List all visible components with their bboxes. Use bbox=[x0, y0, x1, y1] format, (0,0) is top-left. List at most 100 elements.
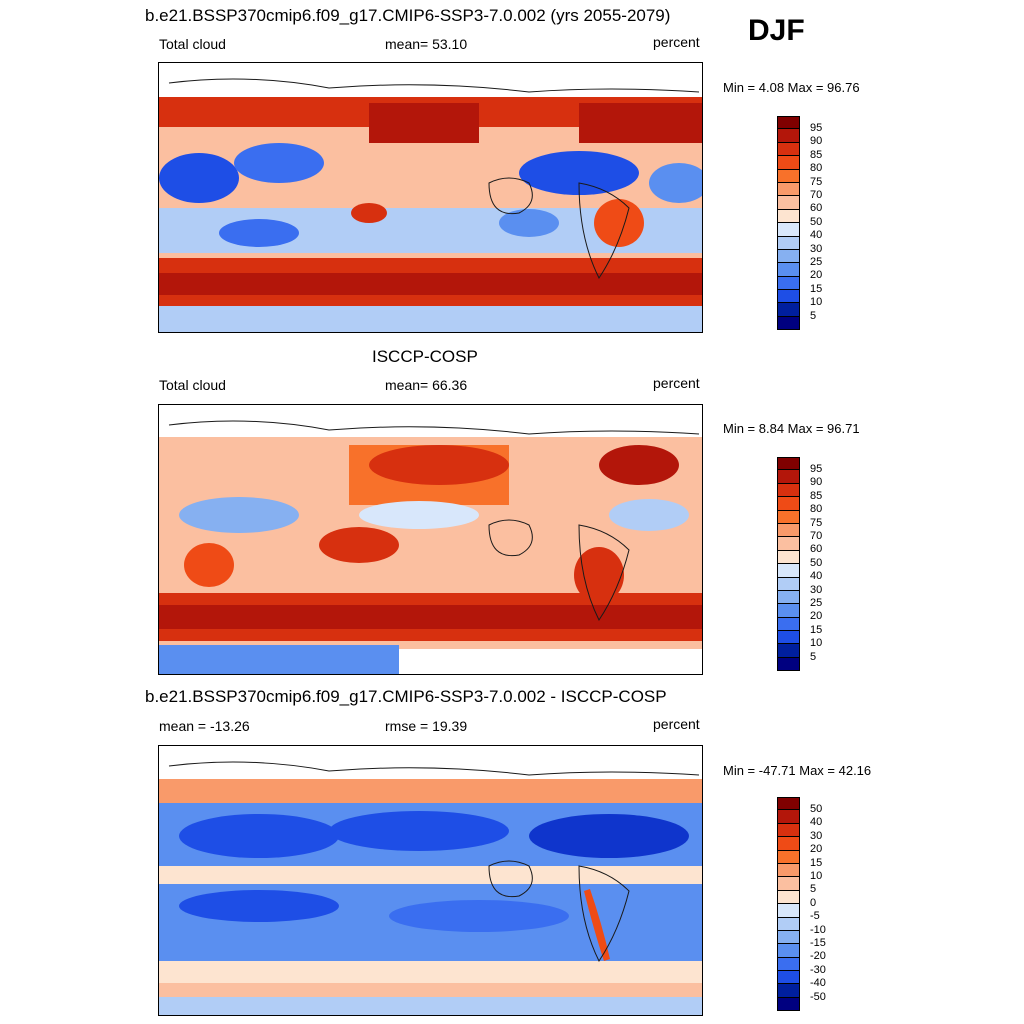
colorbar-swatch bbox=[777, 617, 800, 632]
colorbar-swatch bbox=[777, 604, 800, 618]
panel-3-map bbox=[158, 745, 703, 1016]
colorbar-tick-label: -30 bbox=[810, 963, 826, 976]
colorbar-swatch bbox=[777, 497, 800, 511]
panel-1-units-label: percent bbox=[653, 34, 700, 50]
colorbar-tick-label: 95 bbox=[810, 463, 823, 475]
colorbar-tick-label: -50 bbox=[810, 990, 826, 1003]
colorbar-swatch bbox=[777, 263, 800, 277]
panel-2-variable-label: Total cloud bbox=[159, 377, 226, 393]
colorbar-tick-label: 10 bbox=[810, 296, 823, 309]
panel-3-minmax-label: Min = -47.71 Max = 42.16 bbox=[723, 763, 872, 778]
colorbar-swatch bbox=[777, 877, 800, 891]
colorbar-swatch bbox=[777, 209, 800, 224]
colorbar-swatch bbox=[777, 797, 800, 811]
colorbar-tick-label: 20 bbox=[810, 610, 823, 623]
panel-2-map bbox=[158, 404, 703, 675]
panel-2-title: ISCCP-COSP bbox=[372, 347, 478, 366]
colorbar-swatch bbox=[777, 917, 800, 931]
colorbar-tick-label: 15 bbox=[810, 282, 823, 295]
colorbar-swatch bbox=[777, 510, 800, 524]
panel-3-mean-label: mean = -13.26 bbox=[159, 718, 250, 734]
colorbar-swatch bbox=[777, 631, 800, 645]
colorbar-tick-label: 60 bbox=[810, 202, 823, 215]
colorbar-tick-label: 85 bbox=[810, 489, 823, 502]
colorbar-swatch bbox=[777, 236, 800, 250]
colorbar-swatch bbox=[777, 196, 800, 210]
colorbar-tick-label: 10 bbox=[810, 870, 823, 882]
panel-3-colorbar bbox=[777, 797, 800, 1012]
colorbar-tick-label: 20 bbox=[810, 843, 823, 856]
colorbar-swatch bbox=[777, 129, 800, 143]
colorbar-swatch bbox=[777, 984, 800, 998]
colorbar-tick-label: 85 bbox=[810, 148, 823, 161]
colorbar-tick-label: 0 bbox=[810, 896, 817, 909]
colorbar-swatch bbox=[777, 142, 800, 157]
colorbar-tick-label: 70 bbox=[810, 530, 823, 542]
colorbar-tick-label: 75 bbox=[810, 516, 823, 529]
colorbar-swatch bbox=[777, 971, 800, 985]
colorbar-swatch bbox=[777, 930, 800, 945]
colorbar-swatch bbox=[777, 644, 800, 658]
colorbar-swatch bbox=[777, 523, 800, 538]
colorbar-tick-label: 15 bbox=[810, 623, 823, 636]
colorbar-tick-label: 80 bbox=[810, 503, 823, 516]
colorbar-tick-label: -15 bbox=[810, 937, 826, 949]
colorbar-tick-label: 90 bbox=[810, 135, 823, 148]
panel-3-map-svg bbox=[159, 746, 702, 1015]
panel-2-colorbar bbox=[777, 457, 800, 672]
colorbar-swatch bbox=[777, 537, 800, 551]
colorbar-tick-label: 10 bbox=[810, 637, 823, 650]
colorbar-tick-label: 40 bbox=[810, 816, 823, 829]
colorbar-swatch bbox=[777, 470, 800, 484]
colorbar-swatch bbox=[777, 944, 800, 958]
colorbar-swatch bbox=[777, 823, 800, 838]
colorbar-swatch bbox=[777, 550, 800, 565]
colorbar-swatch bbox=[777, 182, 800, 197]
colorbar-tick-label: 95 bbox=[810, 122, 823, 134]
colorbar-swatch bbox=[777, 957, 800, 972]
colorbar-swatch bbox=[777, 276, 800, 291]
colorbar-swatch bbox=[777, 564, 800, 578]
panel-2-map-svg bbox=[159, 405, 702, 674]
colorbar-swatch bbox=[777, 577, 800, 591]
colorbar-tick-label: 20 bbox=[810, 269, 823, 282]
colorbar-swatch bbox=[777, 590, 800, 605]
panel-1-colorbar bbox=[777, 116, 800, 331]
colorbar-swatch bbox=[777, 457, 800, 471]
colorbar-tick-label: 30 bbox=[810, 242, 823, 255]
colorbar-tick-label: 50 bbox=[810, 215, 823, 228]
panel-2-mean-label: mean= 66.36 bbox=[385, 377, 468, 393]
colorbar-swatch bbox=[777, 223, 800, 237]
colorbar-swatch bbox=[777, 116, 800, 130]
colorbar-tick-label: 40 bbox=[810, 570, 823, 583]
colorbar-tick-label: 60 bbox=[810, 543, 823, 556]
colorbar-swatch bbox=[777, 303, 800, 317]
colorbar-swatch bbox=[777, 837, 800, 851]
colorbar-tick-label: 5 bbox=[810, 309, 817, 322]
colorbar-tick-label: 70 bbox=[810, 189, 823, 201]
colorbar-tick-label: 80 bbox=[810, 162, 823, 175]
colorbar-tick-label: -40 bbox=[810, 977, 826, 990]
colorbar-tick-label: 40 bbox=[810, 229, 823, 242]
colorbar-tick-label: -5 bbox=[810, 910, 820, 923]
panel-2-units-label: percent bbox=[653, 375, 700, 391]
colorbar-swatch bbox=[777, 810, 800, 824]
colorbar-swatch bbox=[777, 169, 800, 183]
panel-1-variable-label: Total cloud bbox=[159, 36, 226, 52]
colorbar-swatch bbox=[777, 249, 800, 264]
panel-3-rmse-label: rmse = 19.39 bbox=[385, 718, 468, 734]
panel-2-minmax-label: Min = 8.84 Max = 96.71 bbox=[723, 421, 860, 436]
colorbar-tick-label: 30 bbox=[810, 829, 823, 842]
panel-1-map bbox=[158, 62, 703, 333]
colorbar-swatch bbox=[777, 483, 800, 498]
colorbar-tick-label: 90 bbox=[810, 476, 823, 489]
panel-1-title: b.e21.BSSP370cmip6.f09_g17.CMIP6-SSP3-7.… bbox=[145, 6, 671, 25]
colorbar-tick-label: 25 bbox=[810, 597, 823, 609]
colorbar-tick-label: 50 bbox=[810, 556, 823, 569]
colorbar-swatch bbox=[777, 156, 800, 170]
colorbar-swatch bbox=[777, 290, 800, 304]
colorbar-tick-label: 15 bbox=[810, 856, 823, 869]
colorbar-tick-label: 5 bbox=[810, 883, 817, 896]
colorbar-tick-label: 30 bbox=[810, 583, 823, 596]
season-label: DJF bbox=[748, 14, 805, 47]
